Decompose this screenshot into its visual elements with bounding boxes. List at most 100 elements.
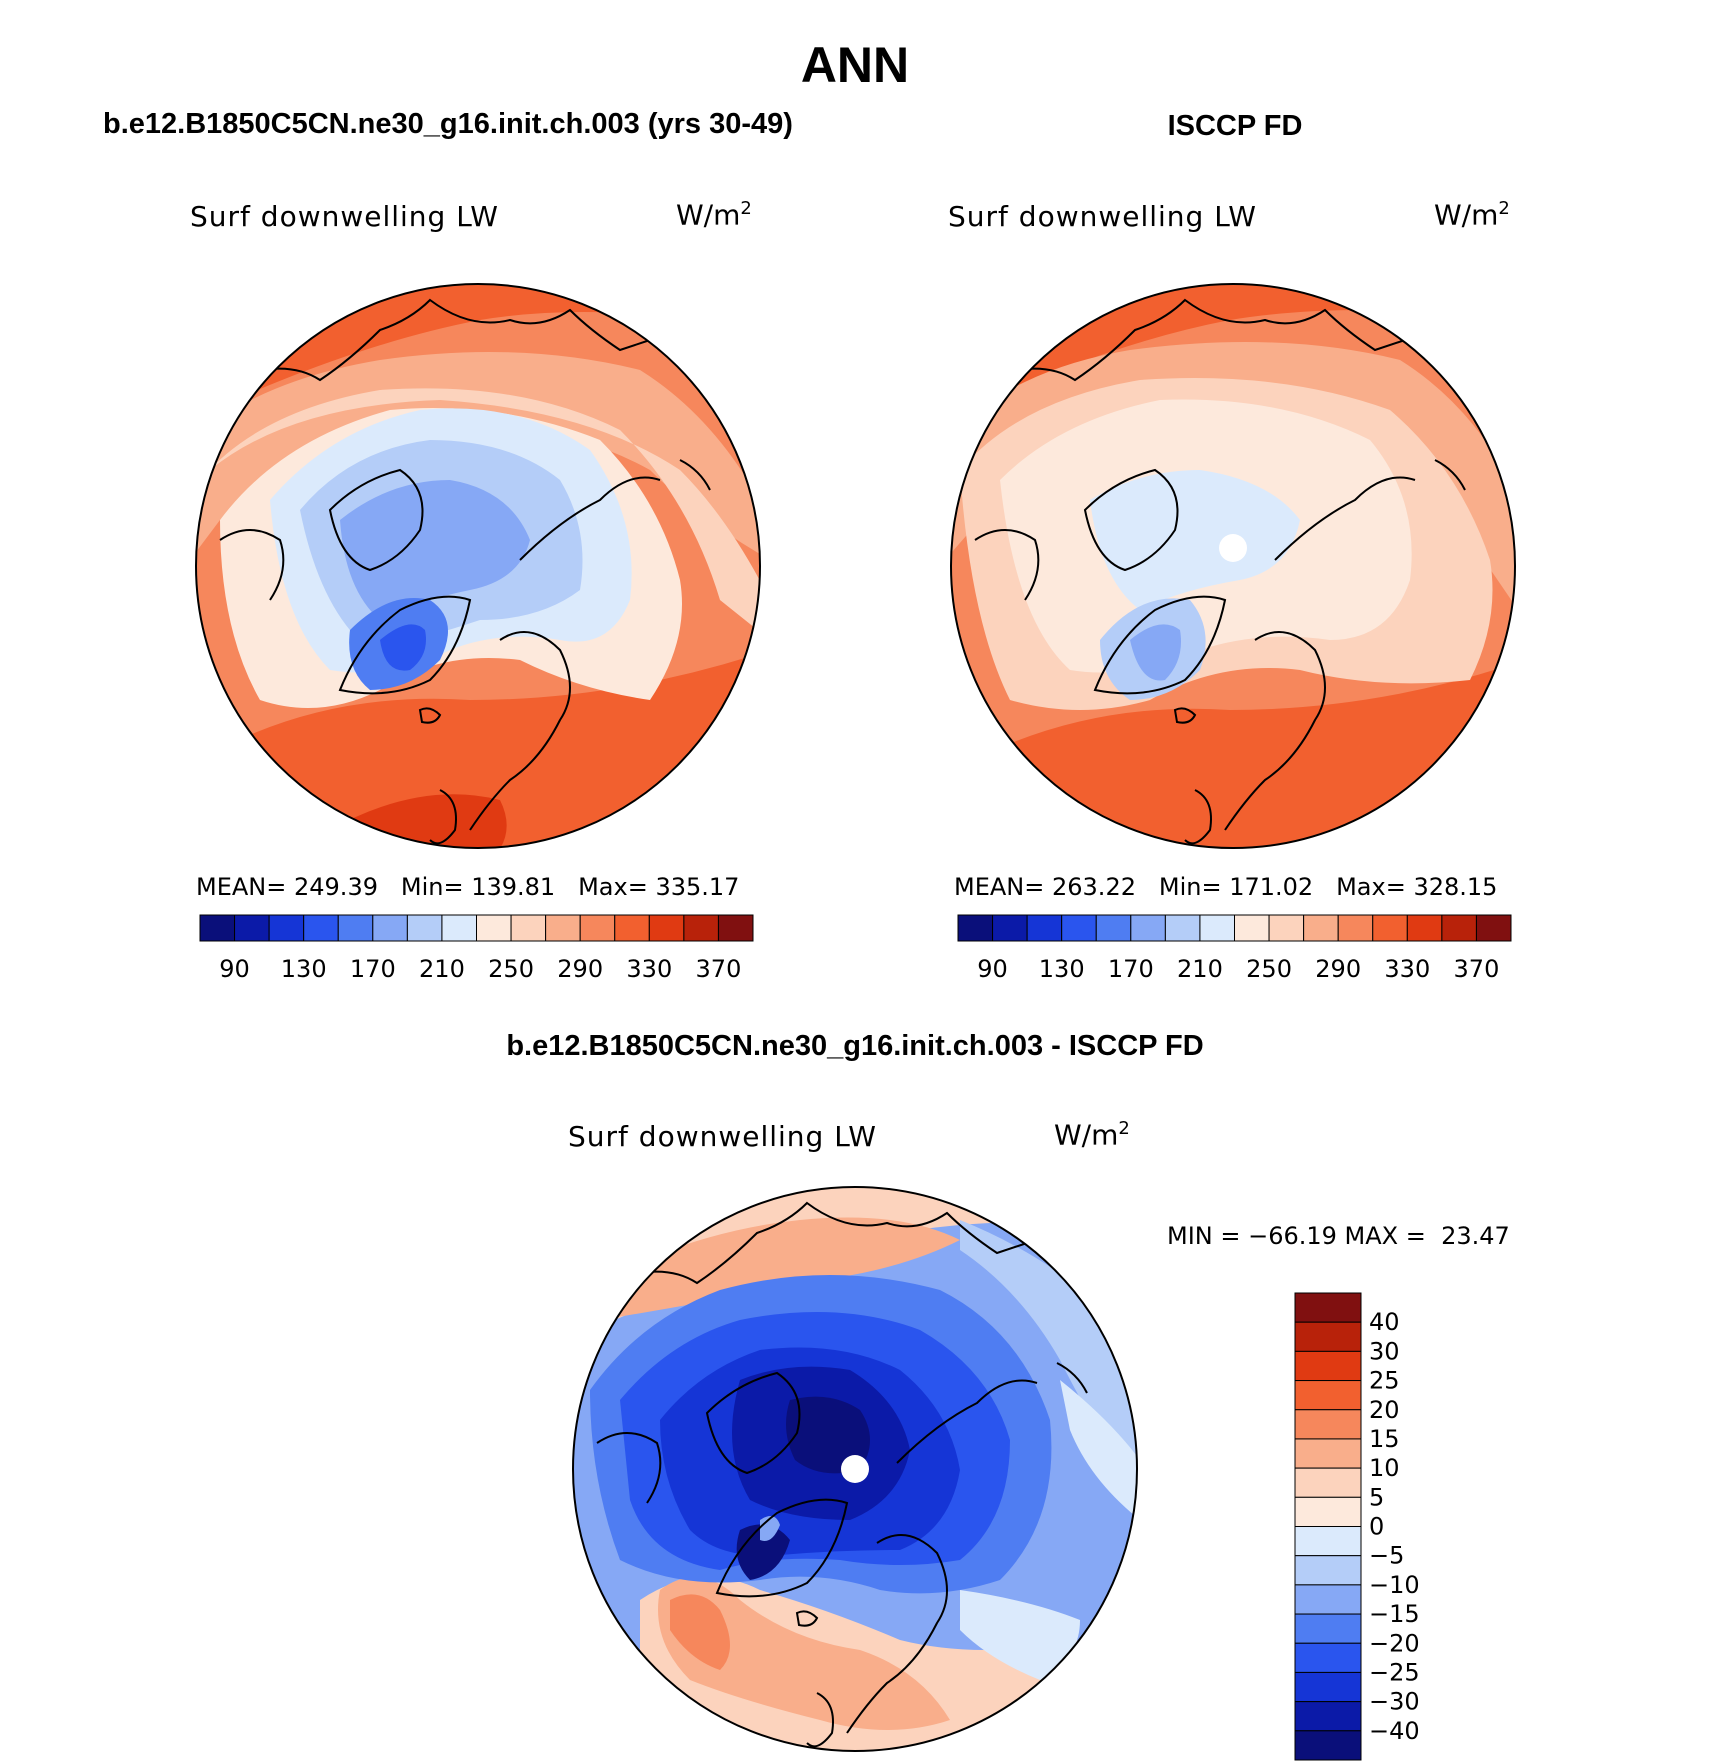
obs-colorbar-tick-label: 250: [1246, 955, 1292, 983]
diff-colorbar-tick-label: −30: [1369, 1688, 1420, 1716]
obs-map-border: [950, 283, 1516, 849]
diff-colorbar-swatch: [1294, 1701, 1362, 1732]
model-colorbar-swatch: [441, 914, 477, 942]
season-title: ANN: [800, 37, 910, 93]
model-stats: MEAN= 249.39 Min= 139.81 Max= 335.17: [196, 873, 739, 901]
model-variable-label: Surf downwelling LW: [190, 200, 499, 233]
obs-units-exponent: 2: [1498, 198, 1510, 219]
diff-colorbar-tick-label: −5: [1369, 1542, 1404, 1570]
model-colorbar-swatch: [510, 914, 547, 942]
obs-colorbar-swatch: [1164, 914, 1201, 942]
diff-coastlines: [596, 1201, 1088, 1748]
obs-colorbar-swatch: [1337, 914, 1374, 942]
diff-minmax: MIN = −66.19 MAX = 23.47: [1167, 1222, 1510, 1250]
diff-colorbar-tick-label: 25: [1369, 1367, 1400, 1395]
diff-colorbar-swatch: [1294, 1555, 1362, 1586]
diff-colorbar-tick-label: 30: [1369, 1337, 1400, 1365]
diff-colorbar-swatch: [1294, 1321, 1362, 1352]
model-colorbar-tick-label: 90: [219, 955, 250, 983]
diff-variable-label: Surf downwelling LW: [568, 1120, 877, 1153]
obs-colorbar-swatch: [1372, 914, 1408, 942]
diff-colorbar-swatch: [1294, 1730, 1362, 1761]
model-mean-value: 249.39: [294, 873, 378, 901]
obs-colorbar-swatch: [992, 914, 1028, 942]
obs-colorbar-swatch: [1095, 914, 1132, 942]
diff-colorbar-tick-label: −15: [1369, 1600, 1420, 1628]
model-max-value: 335.17: [655, 873, 740, 901]
diff-colorbar-tick-label: −20: [1369, 1629, 1420, 1657]
model-colorbar-swatch: [683, 914, 719, 942]
model-min-label: Min=: [400, 873, 464, 901]
obs-colorbar-tick-label: 210: [1177, 955, 1223, 983]
obs-units-base: W/m: [1434, 198, 1499, 232]
diff-colorbar-tick-label: −25: [1369, 1658, 1420, 1686]
model-colorbar-swatch: [372, 914, 408, 942]
diff-map-border: [572, 1186, 1138, 1752]
model-colorbar-swatch: [579, 914, 616, 942]
diff-colorbar-swatch: [1294, 1380, 1362, 1411]
obs-colorbar-swatch: [1406, 914, 1443, 942]
obs-polar-map: [950, 283, 1516, 849]
model-units-exponent: 2: [740, 198, 752, 219]
model-colorbar-tick-label: 290: [557, 955, 603, 983]
diff-colorbar-tick-label: 5: [1369, 1483, 1384, 1511]
diff-colorbar-swatch: [1294, 1526, 1362, 1557]
diff-colorbar-tick-label: 20: [1369, 1396, 1400, 1424]
model-map-border: [195, 283, 761, 849]
diff-colorbar-tick-label: 15: [1369, 1425, 1400, 1453]
model-colorbar-tick-label: 170: [350, 955, 396, 983]
diff-units-base: W/m: [1054, 1118, 1119, 1152]
obs-variable-label: Surf downwelling LW: [948, 200, 1257, 233]
obs-colorbar-swatch: [1130, 914, 1166, 942]
model-colorbar-swatch: [406, 914, 443, 942]
model-polar-map: [195, 283, 761, 849]
obs-coastlines: [974, 298, 1466, 845]
obs-mean-value: 263.22: [1052, 873, 1136, 901]
diff-colorbar-tick-label: 40: [1369, 1308, 1400, 1336]
obs-case-title: ISCCP FD: [1167, 110, 1303, 142]
model-units-base: W/m: [676, 198, 741, 232]
obs-max-label: Max=: [1336, 873, 1406, 901]
model-colorbar-tick-label: 330: [626, 955, 672, 983]
diff-units-label: W/m2: [1054, 1118, 1130, 1151]
model-case-title: b.e12.B1850C5CN.ne30_g16.init.ch.003 (yr…: [103, 108, 793, 140]
obs-colorbar-tick-label: 170: [1108, 955, 1154, 983]
model-colorbar-swatch: [303, 914, 339, 942]
model-colorbar-swatch: [717, 914, 754, 942]
model-max-label: Max=: [578, 873, 648, 901]
obs-colorbar-swatch: [957, 914, 994, 942]
obs-colorbar-tick-label: 370: [1454, 955, 1500, 983]
obs-min-value: 171.02: [1229, 873, 1314, 901]
model-colorbar-tick-label: 250: [488, 955, 534, 983]
obs-colorbar-swatch: [1199, 914, 1235, 942]
diff-colorbar-swatch: [1294, 1438, 1362, 1469]
obs-pole-hole: [1219, 534, 1247, 562]
diff-colorbar-tick-label: 10: [1369, 1454, 1400, 1482]
diff-colorbar-swatch: [1294, 1642, 1362, 1673]
model-colorbar: 90 130 170 210 250 290 330 370: [199, 914, 754, 983]
model-coastlines: [219, 298, 711, 845]
diff-units-exponent: 2: [1118, 1118, 1130, 1139]
model-colorbar-tick-label: 210: [419, 955, 465, 983]
obs-colorbar-tick-label: 90: [977, 955, 1008, 983]
model-colorbar-swatch: [545, 914, 581, 942]
diff-title: b.e12.B1850C5CN.ne30_g16.init.ch.003 - I…: [506, 1030, 1204, 1062]
diff-colorbar-swatch: [1294, 1350, 1362, 1382]
obs-stats: MEAN= 263.22 Min= 171.02 Max= 328.15: [954, 873, 1497, 901]
obs-colorbar-tick-label: 290: [1315, 955, 1361, 983]
model-colorbar-swatch: [648, 914, 685, 942]
obs-colorbar-swatch: [1475, 914, 1512, 942]
diff-colorbar-swatch: [1294, 1292, 1362, 1323]
obs-mean-label: MEAN=: [954, 873, 1045, 901]
obs-colorbar-tick-label: 130: [1039, 955, 1085, 983]
model-colorbar-swatch: [234, 914, 270, 942]
obs-colorbar-swatch: [1234, 914, 1270, 942]
model-colorbar-swatch: [476, 914, 512, 942]
diff-colorbar-swatch: [1294, 1409, 1362, 1440]
model-colorbar-swatch: [337, 914, 374, 942]
obs-colorbar-swatch: [1268, 914, 1305, 942]
obs-max-value: 328.15: [1413, 873, 1498, 901]
diff-contour-fill: [573, 1187, 1137, 1751]
diff-colorbar-swatch: [1294, 1584, 1362, 1615]
